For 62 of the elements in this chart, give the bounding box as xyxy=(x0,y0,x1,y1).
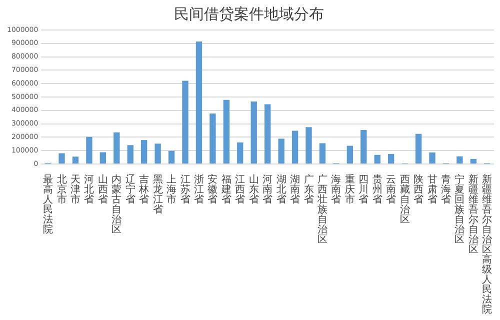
x-tick-label: 吉林省 xyxy=(138,174,150,206)
x-tick-label: 四川省 xyxy=(358,174,369,206)
x-tick-label: 黑龙江省 xyxy=(152,174,163,216)
x-tick-label: 湖北省 xyxy=(276,174,286,206)
bar xyxy=(278,138,284,164)
x-tick-label: 山东省 xyxy=(248,174,259,206)
bar xyxy=(58,153,65,164)
x-tick-label: 河北省 xyxy=(84,174,94,206)
bar xyxy=(168,150,175,164)
bar xyxy=(196,42,202,164)
bar xyxy=(250,102,257,164)
x-tick-label: 北京市 xyxy=(56,174,67,206)
bar xyxy=(415,134,422,164)
bar xyxy=(182,80,188,164)
bar xyxy=(86,136,92,164)
bar xyxy=(456,156,463,164)
x-tick-label: 新疆维吾尔自治区 xyxy=(468,174,478,256)
bar xyxy=(319,143,326,164)
bar xyxy=(223,100,230,164)
x-tick-label: 广西壮族自治区 xyxy=(316,174,328,246)
x-tick-label: 福建省 xyxy=(220,174,232,206)
bar xyxy=(306,127,312,164)
x-tick-label: 内蒙古自治区 xyxy=(112,174,122,236)
bar xyxy=(429,152,436,164)
bar xyxy=(154,144,161,164)
x-tick-label: 天津市 xyxy=(70,174,80,206)
x-tick-label: 江西省 xyxy=(235,174,246,206)
bar xyxy=(346,146,354,164)
bar xyxy=(388,154,394,164)
bar xyxy=(237,142,244,164)
bar xyxy=(292,130,298,164)
x-tick-label: 安徽省 xyxy=(208,174,218,206)
x-tick-label: 山西省 xyxy=(98,174,108,206)
x-tick-label: 湖南省 xyxy=(290,174,300,206)
x-tick-label: 江苏省 xyxy=(180,174,190,206)
bar xyxy=(264,104,271,164)
x-tick-label: 广东省 xyxy=(304,174,314,206)
x-tick-label: 云南省 xyxy=(386,174,396,206)
chart-title: 民间借贷案件地域分布 xyxy=(174,4,324,23)
x-tick-label: 宁夏回族自治区 xyxy=(454,174,465,246)
bar xyxy=(374,154,380,164)
x-tick-label: 上海市 xyxy=(166,174,177,206)
bar xyxy=(141,140,148,164)
x-tick-label: 辽宁省 xyxy=(125,174,136,206)
x-tick-label: 甘肃省 xyxy=(427,174,438,206)
x-tick-label: 最高人民法院 xyxy=(43,174,54,236)
x-tick-label: 河南省 xyxy=(262,174,273,206)
bar xyxy=(127,145,134,164)
bar xyxy=(360,130,367,164)
x-tick-label: 青海省 xyxy=(440,174,451,206)
x-tick-label: 西藏自治区 xyxy=(400,174,410,226)
bar xyxy=(210,113,216,164)
bar xyxy=(114,132,120,164)
bar xyxy=(470,158,477,164)
bar xyxy=(72,156,79,164)
x-tick-label: 浙江省 xyxy=(194,174,204,206)
x-tick-label: 重庆市 xyxy=(344,174,355,206)
x-tick-label: 贵州省 xyxy=(372,174,382,206)
category-label: 新疆维吾尔自治区高级人民法院 xyxy=(482,174,492,316)
x-tick-label: 海南省 xyxy=(331,174,342,206)
x-tick-label: 陕西省 xyxy=(414,174,424,206)
bar xyxy=(100,152,106,164)
